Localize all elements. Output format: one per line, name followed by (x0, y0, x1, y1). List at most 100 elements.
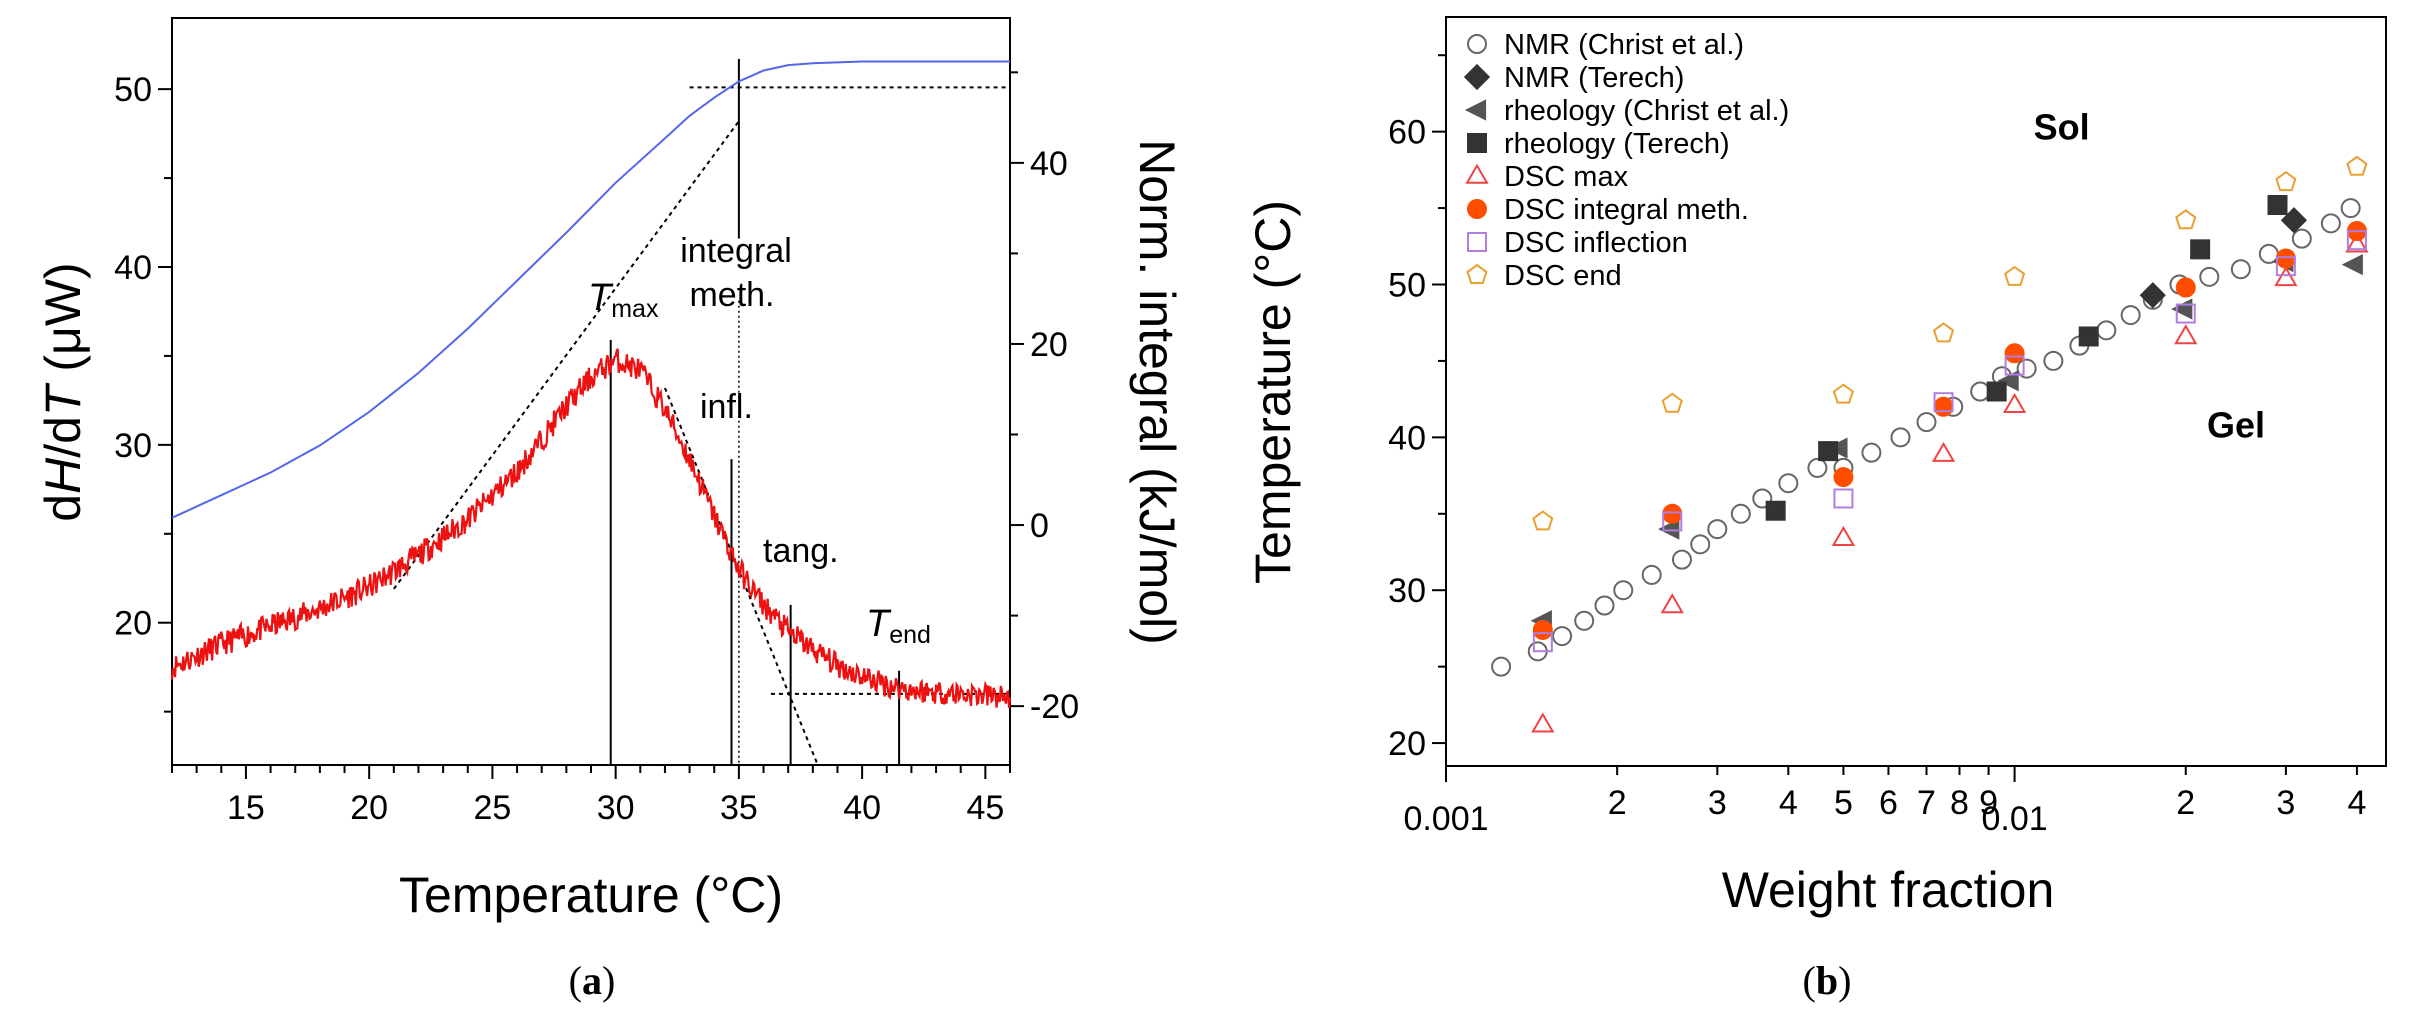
point-dsc-inflection (2004, 355, 2025, 376)
legend-marker-dsc-integral-meth (1467, 199, 1487, 219)
point-nmr-christ-et-al (2120, 305, 2141, 326)
x-tick-label: 9 (1979, 784, 1998, 822)
x-tick-label: 25 (473, 789, 511, 827)
legend-label-rheology-christ-et-al: rheology (Christ et al.) (1504, 95, 1789, 127)
panel-a-x-axis-label: Temperature (°C) (399, 867, 783, 923)
x-tick-label: 35 (720, 789, 758, 827)
point-rheology-christ-et-al (1658, 518, 1680, 540)
point-dsc-integral-meth (1662, 503, 1683, 524)
legend-label-rheology-terech: rheology (Terech) (1504, 128, 1730, 160)
point-nmr-christ-et-al (1861, 442, 1882, 463)
point-nmr-christ-et-al (1641, 564, 1662, 585)
panel-a-left-y-axis-label: dH/dT (μW) (35, 262, 91, 521)
legend-marker-rheology-christ-et-al (1464, 99, 1487, 121)
point-rheology-terech (1818, 441, 1839, 462)
x-tick-label: 4 (2347, 784, 2366, 822)
caption-b: (b) (1803, 958, 1852, 1003)
x-tick-label: 15 (227, 789, 265, 827)
annotation-t-max: Tmax (588, 277, 659, 323)
point-dsc-end (1532, 510, 1554, 531)
point-nmr-christ-et-al (2199, 266, 2220, 287)
x-tick-label: 4 (1779, 784, 1798, 822)
point-nmr-christ-et-al (1574, 610, 1595, 631)
panel-b-y-axis-label: Temperature (°C) (1245, 200, 1301, 584)
left-y-tick-label: 40 (114, 249, 152, 287)
legend-marker-rheology-terech (1467, 133, 1487, 153)
x-tick-label: 40 (843, 789, 881, 827)
point-nmr-christ-et-al (1778, 473, 1799, 494)
x-tick-label: 6 (1879, 784, 1898, 822)
y-tick-label: 20 (1388, 725, 1426, 763)
caption-a: (a) (569, 958, 616, 1003)
x-tick-label: 2 (1608, 784, 1627, 822)
point-dsc-max (1660, 593, 1684, 614)
point-dsc-max (2174, 324, 2198, 345)
right-y-tick-label: 20 (1030, 326, 1068, 364)
point-rheology-christ-et-al (1997, 370, 2019, 392)
region-label-sol: Sol (2034, 106, 2090, 147)
point-nmr-christ-et-al (1707, 519, 1728, 540)
y-tick-label: 40 (1388, 419, 1426, 457)
series-dsc-end (1532, 155, 2368, 531)
point-dsc-inflection (1833, 488, 1854, 509)
legend-label-nmr-terech: NMR (Terech) (1504, 62, 1684, 94)
left-y-tick-label: 50 (114, 71, 152, 109)
point-nmr-christ-et-al (1594, 595, 1615, 616)
point-dsc-integral-meth (1933, 396, 1954, 417)
point-dsc-end (2175, 209, 2197, 230)
point-dsc-inflection (1662, 511, 1683, 532)
panel-b-series (1491, 155, 2369, 733)
point-dsc-inflection (2275, 256, 2296, 277)
legend-label-dsc-max: DSC max (1504, 161, 1629, 193)
point-nmr-christ-et-al (2096, 320, 2117, 341)
series-rheology-terech (1765, 195, 2288, 521)
left-y-tick-label: 20 (114, 605, 152, 643)
legend-marker-dsc-end (1466, 263, 1488, 284)
point-nmr-christ-et-al (1970, 381, 1991, 402)
annotation-infl: infl. (700, 388, 753, 426)
x-tick-label: 0.01 (1981, 800, 2047, 838)
panel-a-right-y-axis-label: Norm. integral (kJ/mol) (1129, 139, 1185, 645)
x-tick-label: 45 (966, 789, 1004, 827)
point-nmr-christ-et-al (1730, 503, 1751, 524)
descending-tangent-dashed (664, 387, 819, 766)
point-nmr-christ-et-al (2230, 259, 2251, 280)
point-nmr-christ-et-al (1752, 488, 1773, 509)
panel-a-series (170, 60, 1012, 708)
point-nmr-christ-et-al (1671, 549, 1692, 570)
right-y-tick-label: -20 (1030, 688, 1079, 726)
panel-a-x-ticks: 15 20 25 30 35 40 45 (171, 765, 1011, 827)
point-nmr-christ-et-al (1690, 534, 1711, 555)
annotation-integral: integral (680, 232, 792, 270)
point-dsc-integral-meth (1532, 619, 1553, 640)
dsc-heat-flow-line (170, 348, 1012, 708)
x-tick-label: 3 (1708, 784, 1727, 822)
panel-b-x-axis-label: Weight fraction (1722, 862, 2055, 918)
point-dsc-end (2004, 265, 2026, 286)
point-nmr-terech (2280, 207, 2308, 234)
right-y-tick-label: 40 (1030, 145, 1068, 183)
point-dsc-inflection (1933, 392, 1954, 413)
point-dsc-end (1832, 383, 1854, 404)
point-rheology-terech (2078, 326, 2099, 347)
point-nmr-christ-et-al (1807, 457, 1828, 478)
region-label-gel: Gel (2207, 404, 2265, 445)
point-nmr-christ-et-al (2340, 198, 2361, 219)
point-dsc-end (2346, 155, 2368, 176)
point-dsc-max (2345, 232, 2369, 253)
point-nmr-christ-et-al (2320, 213, 2341, 234)
x-tick-label: 8 (1950, 784, 1969, 822)
point-nmr-christ-et-al (1890, 427, 1911, 448)
point-nmr-christ-et-al (1552, 626, 1573, 647)
x-tick-label: 0.001 (1403, 800, 1488, 838)
legend-label-dsc-end: DSC end (1504, 260, 1622, 292)
series-nmr-terech (2139, 207, 2308, 309)
legend-marker-dsc-inflection (1467, 232, 1487, 252)
x-tick-label: 20 (350, 789, 388, 827)
point-dsc-max (2274, 266, 2298, 287)
point-nmr-christ-et-al (1916, 412, 1937, 433)
legend-label-dsc-integral-meth: DSC integral meth. (1504, 194, 1749, 226)
point-dsc-inflection (1532, 632, 1553, 653)
